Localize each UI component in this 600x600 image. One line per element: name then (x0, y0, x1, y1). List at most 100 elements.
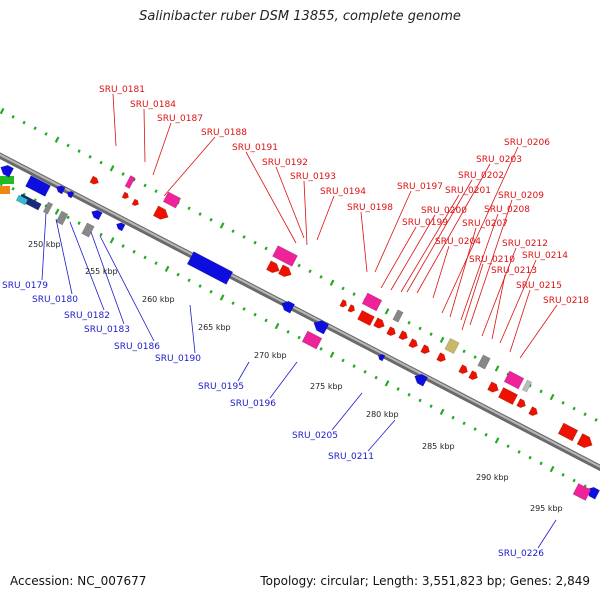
forward-leader (461, 263, 484, 331)
ruler-upper-dot (329, 279, 335, 286)
ruler-lower-dot (329, 351, 335, 358)
gene-rna (301, 330, 323, 350)
ruler-dots (0, 107, 598, 494)
ruler-lower-dot (77, 221, 81, 225)
ruler-upper-dot (88, 155, 92, 159)
gene-reverse (186, 251, 234, 285)
ruler-lower-dot (517, 450, 521, 454)
gene-green (0, 176, 14, 184)
ruler-upper-dot (539, 389, 543, 394)
ruler-upper-dot (77, 149, 81, 153)
kbp-label: 250 kbp (28, 240, 61, 249)
forward-leader (499, 259, 537, 344)
kbp-label: 280 kbp (366, 410, 399, 419)
kbp-label: 290 kbp (476, 473, 509, 482)
forward-gene-label: SRU_0199 (402, 218, 448, 228)
forward-gene-label: SRU_0193 (290, 172, 336, 182)
ruler-upper-dot (33, 126, 37, 131)
ruler-lower-dot (473, 427, 477, 431)
forward-leader (152, 122, 172, 176)
ruler-upper-dot (198, 212, 202, 216)
ruler-lower-dot (462, 421, 466, 426)
ruler-lower-dot (209, 289, 213, 294)
gene-forward (121, 191, 129, 200)
ruler-lower-dot (407, 392, 411, 397)
forward-leader (519, 304, 558, 359)
ruler-lower-dot (572, 478, 576, 483)
gene-labels: SRU_0181 SRU_0184 SRU_0187 SRU_0188 SRU_0191… (2, 85, 589, 559)
ruler-lower-dot (352, 364, 356, 368)
ruler-upper-dot (594, 418, 598, 422)
ruler-upper-dot (22, 120, 26, 125)
map-title: Salinibacter ruber DSM 13855, complete g… (139, 9, 461, 24)
reverse-gene-label: SRU_0195 (198, 382, 244, 392)
ruler-lower-dot (198, 284, 202, 288)
ruler-lower-dot (154, 261, 158, 266)
gene-reverse (25, 175, 51, 197)
gene-reverse (56, 185, 66, 195)
ruler-upper-dot (561, 400, 565, 405)
ruler-upper-dot (219, 222, 225, 229)
ruler-lower-dot (121, 244, 125, 248)
ruler-lower-dot (164, 265, 170, 273)
backbone-highlight (0, 153, 600, 468)
forward-gene-label: SRU_0215 (516, 281, 562, 291)
ruler-upper-dot (253, 240, 257, 245)
gene-forward (458, 364, 468, 375)
gene-forward (152, 205, 169, 220)
ruler-upper-dot (44, 132, 48, 136)
forward-leader (469, 199, 513, 326)
forward-gene-label: SRU_0214 (522, 251, 568, 261)
gene-reverse (0, 165, 14, 178)
forward-leader (432, 245, 450, 299)
backbone (0, 152, 600, 472)
forward-leader (303, 180, 308, 246)
reverse-gene-label: SRU_0179 (2, 281, 48, 291)
ruler-lower-dot (264, 318, 268, 323)
gene-rna (503, 370, 525, 390)
forward-leader (491, 274, 506, 340)
forward-gene-label: SRU_0208 (484, 205, 530, 215)
ruler-upper-dot (384, 308, 390, 315)
ruler-lower-dot (319, 347, 323, 351)
ruler-lower-dot (549, 465, 555, 473)
reverse-leader (269, 361, 298, 399)
ruler-upper-dot (109, 165, 115, 172)
gene-pseudo (392, 309, 404, 323)
reverse-gene-label: SRU_0205 (292, 431, 338, 441)
gene-pseudo (521, 379, 533, 393)
forward-leader (449, 227, 477, 318)
forward-leader (406, 179, 473, 293)
reverse-gene-label: SRU_0211 (328, 452, 374, 462)
reverse-leader (99, 235, 155, 342)
gene-forward (339, 299, 347, 308)
ruler-lower-dot (143, 255, 147, 260)
gene-pseudo (81, 222, 95, 238)
kbp-label: 295 kbp (530, 504, 563, 513)
gene-forward (498, 387, 518, 405)
ruler-upper-dot (54, 136, 60, 143)
ruler-lower-dot (374, 375, 378, 380)
kbp-label: 275 kbp (310, 382, 343, 391)
forward-leader (245, 151, 297, 244)
ruler-lower-dot (11, 186, 15, 191)
reverse-gene-label: SRU_0226 (498, 549, 544, 559)
gene-forward (487, 381, 499, 393)
ruler-lower-dot (418, 398, 422, 403)
ruler-lower-dot (66, 215, 70, 220)
ruler-lower-dot (539, 461, 543, 466)
gene-rna (124, 175, 136, 189)
forward-gene-label: SRU_0198 (347, 203, 393, 213)
gene-forward (398, 330, 408, 341)
reverse-gene-label: SRU_0180 (32, 295, 78, 305)
forward-leader (400, 194, 460, 293)
ruler-upper-dot (549, 393, 555, 401)
gene-forward (266, 260, 280, 273)
ruler-upper-dot (439, 336, 445, 344)
ruler-lower-dot (384, 380, 390, 387)
reverse-leader (189, 304, 196, 354)
ruler-lower-dot (561, 472, 565, 477)
reverse-gene-label: SRU_0183 (84, 325, 130, 335)
forward-gene-label: SRU_0192 (262, 158, 308, 168)
gene-reverse (91, 209, 103, 221)
